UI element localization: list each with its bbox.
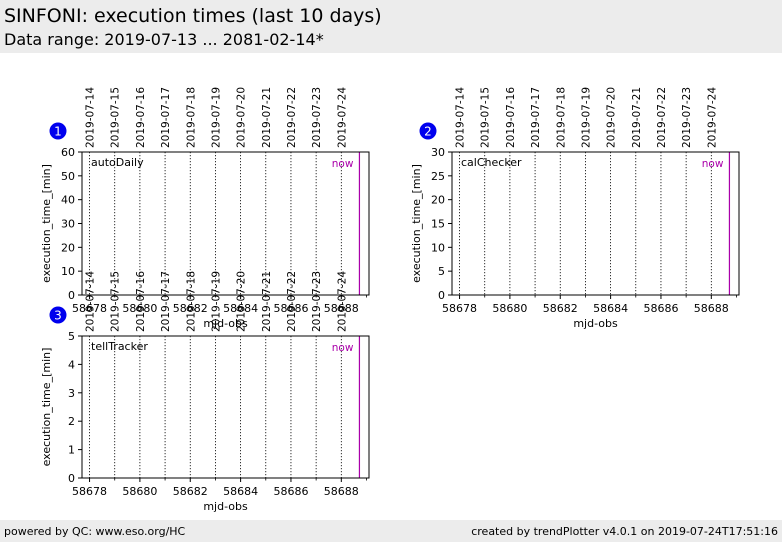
panel-1-y-tick-label: 10 — [61, 265, 75, 278]
panel-2-date-label: 2019-07-14 — [455, 87, 467, 148]
panel-3-date-label: 2019-07-24 — [336, 271, 348, 332]
panel-3-y-axis-label: execution_time_[min] — [40, 348, 53, 467]
panel-3-now-label: now — [332, 342, 354, 354]
panel-1-date-label: 2019-07-16 — [135, 87, 147, 148]
page-header: SINFONI: execution times (last 10 days) … — [0, 0, 782, 53]
panel-2-y-tick-label: 0 — [438, 289, 445, 302]
panel-1-date-label: 2019-07-19 — [210, 87, 222, 148]
panel-2-y-tick-label: 30 — [431, 146, 445, 159]
panel-1-date-label: 2019-07-22 — [286, 87, 298, 148]
panel-3-date-label: 2019-07-19 — [210, 271, 222, 332]
panel-1-x-tick-label: 58678 — [72, 302, 107, 315]
panel-2-badge-number: 2 — [424, 125, 432, 139]
panel-3-date-label: 2019-07-22 — [286, 271, 298, 332]
page-title: SINFONI: execution times (last 10 days) — [4, 5, 382, 27]
panel-3-x-tick-label: 58678 — [72, 485, 107, 498]
panel-1-x-tick-label: 58682 — [173, 302, 208, 315]
panel-3-x-tick-label: 58684 — [223, 485, 258, 498]
panel-1-y-axis-label: execution_time_[min] — [40, 164, 53, 283]
panel-1-date-label: 2019-07-20 — [236, 87, 248, 148]
panel-1-now-label: now — [332, 158, 354, 170]
panel-2-x-tick-label: 58682 — [543, 302, 578, 315]
panel-3-panel-label: tellTracker — [91, 340, 148, 353]
panel-3-date-label: 2019-07-17 — [160, 271, 172, 332]
panel-2-y-tick-label: 10 — [431, 241, 445, 254]
panel-3-date-label: 2019-07-16 — [135, 271, 147, 332]
panel-1-date-label: 2019-07-15 — [110, 87, 122, 148]
panel-1-y-tick-label: 60 — [61, 146, 75, 159]
panel-3-y-tick-label: 2 — [68, 415, 75, 428]
panel-2-plot-frame — [451, 151, 740, 296]
panel-1-x-tick-label: 58686 — [273, 302, 308, 315]
panel-1-x-tick-label: 58684 — [223, 302, 258, 315]
footer-powered-by: powered by QC: www.eso.org/HC — [4, 525, 186, 538]
panel-2-x-tick-label: 58680 — [492, 302, 527, 315]
panel-2-x-tick-label: 58688 — [694, 302, 729, 315]
panel-2-x-tick-label: 58686 — [643, 302, 678, 315]
panel-1-date-label: 2019-07-18 — [185, 87, 197, 148]
panel-3-x-tick-label: 58682 — [173, 485, 208, 498]
panel-2-panel-label: calChecker — [461, 156, 522, 169]
panel-3-y-tick-label: 1 — [68, 444, 75, 457]
panel-3-plot-frame — [81, 335, 370, 479]
panel-3-badge-circle — [49, 306, 67, 324]
panel-3-date-label: 2019-07-20 — [236, 271, 248, 332]
panel-1-date-label: 2019-07-23 — [311, 87, 323, 148]
panel-3-date-label: 2019-07-18 — [185, 271, 197, 332]
panel-2-y-tick-label: 5 — [438, 265, 445, 278]
panel-2-y-tick-label: 15 — [431, 218, 445, 231]
panel-2-date-label: 2019-07-19 — [580, 87, 592, 148]
panel-3-date-label: 2019-07-23 — [311, 271, 323, 332]
panel-3-y-tick-label: 3 — [68, 387, 75, 400]
panel-2-date-label: 2019-07-22 — [656, 87, 668, 148]
panel-1-badge-circle — [49, 122, 67, 140]
panel-3-y-tick-label: 4 — [68, 358, 75, 371]
panel-2-x-tick-label: 58678 — [442, 302, 477, 315]
panel-3-y-tick-label: 5 — [68, 330, 75, 343]
panel-3-date-label: 2019-07-21 — [261, 271, 273, 332]
panel-1-date-label: 2019-07-14 — [85, 87, 97, 148]
panel-1-date-label: 2019-07-24 — [336, 87, 348, 148]
page-footer: powered by QC: www.eso.org/HC created by… — [0, 520, 782, 542]
panel-3-badge-number: 3 — [54, 309, 62, 323]
panel-3-x-tick-label: 58688 — [324, 485, 359, 498]
panel-1-badge-number: 1 — [54, 125, 62, 139]
panel-2-date-label: 2019-07-16 — [505, 87, 517, 148]
panel-2-x-tick-label: 58684 — [593, 302, 628, 315]
panel-1-y-tick-label: 20 — [61, 241, 75, 254]
panel-3-y-tick-label: 0 — [68, 472, 75, 485]
panel-2-date-label: 2019-07-15 — [480, 87, 492, 148]
panel-1-y-tick-label: 50 — [61, 170, 75, 183]
panel-1-x-tick-label: 58688 — [324, 302, 359, 315]
panel-1-date-label: 2019-07-17 — [160, 87, 172, 148]
panel-2-badge-circle — [419, 122, 437, 140]
panel-2-date-label: 2019-07-24 — [706, 87, 718, 148]
panel-2-date-label: 2019-07-18 — [555, 87, 567, 148]
panel-2-date-label: 2019-07-20 — [606, 87, 618, 148]
panel-2-y-tick-label: 20 — [431, 194, 445, 207]
panel-1-y-tick-label: 40 — [61, 194, 75, 207]
page-subtitle: Data range: 2019-07-13 ... 2081-02-14* — [4, 30, 324, 49]
panel-1-x-tick-label: 58680 — [122, 302, 157, 315]
panel-1-plot-frame — [81, 151, 370, 296]
panel-2-x-axis-label: mjd-obs — [573, 317, 618, 330]
panel-1-panel-label: autoDaily — [91, 156, 144, 169]
panel-2-y-tick-label: 25 — [431, 170, 445, 183]
panel-1-y-tick-label: 0 — [68, 289, 75, 302]
panel-3-date-label: 2019-07-15 — [110, 271, 122, 332]
panel-2-date-label: 2019-07-21 — [631, 87, 643, 148]
panel-2-now-label: now — [702, 158, 724, 170]
panel-1-y-tick-label: 30 — [61, 218, 75, 231]
panel-1-date-label: 2019-07-21 — [261, 87, 273, 148]
panel-3-x-axis-label: mjd-obs — [203, 500, 248, 513]
panel-2-date-label: 2019-07-17 — [530, 87, 542, 148]
panel-1-x-axis-label: mjd-obs — [203, 317, 248, 330]
panel-2-date-label: 2019-07-23 — [681, 87, 693, 148]
panel-3-x-tick-label: 58680 — [122, 485, 157, 498]
panel-2-y-axis-label: execution_time_[min] — [410, 164, 423, 283]
footer-created-by: created by trendPlotter v4.0.1 on 2019-0… — [471, 525, 778, 538]
panel-3-x-tick-label: 58686 — [273, 485, 308, 498]
panel-3-date-label: 2019-07-14 — [85, 271, 97, 332]
